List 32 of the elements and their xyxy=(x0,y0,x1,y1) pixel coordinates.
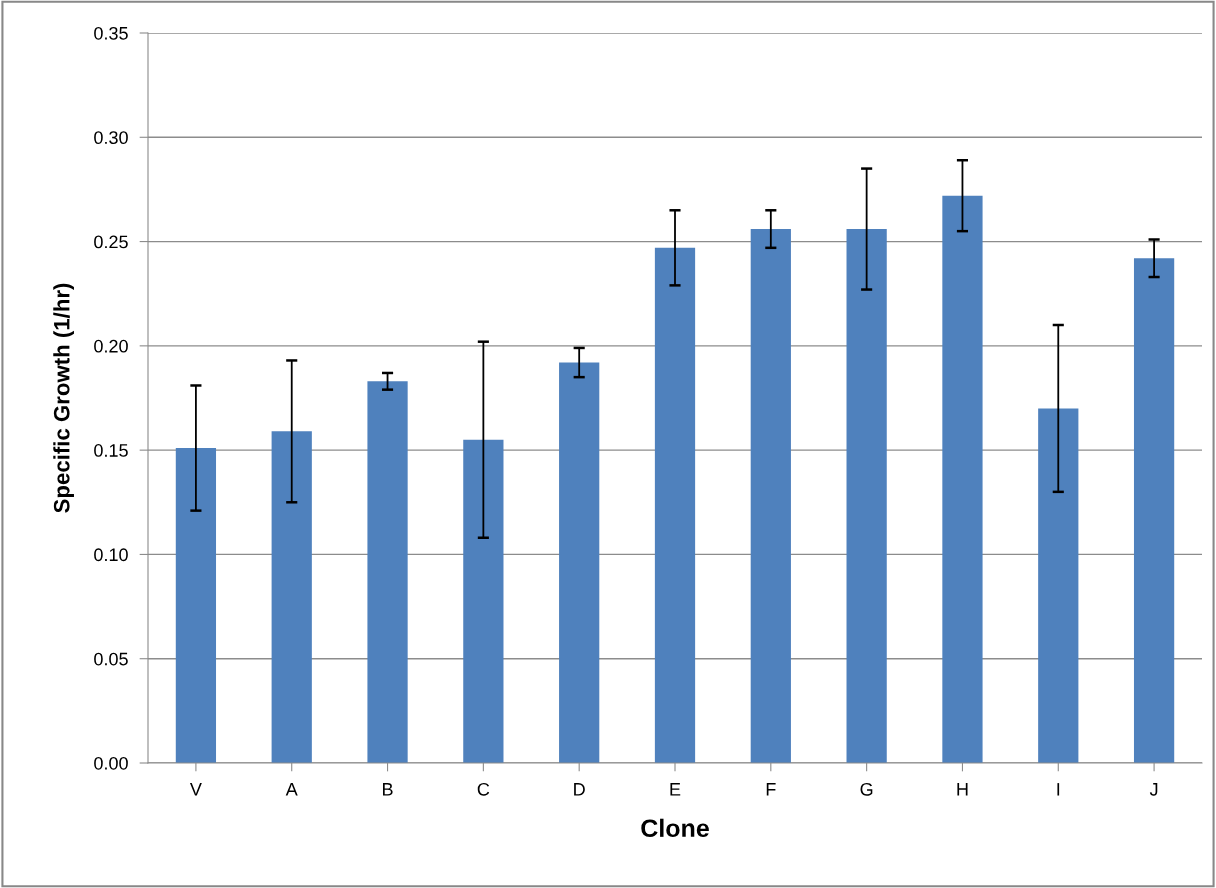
x-tick-label: A xyxy=(285,783,298,796)
y-tick-label: 0.25 xyxy=(94,235,128,249)
bar xyxy=(846,229,887,763)
x-tick-label: V xyxy=(189,783,202,796)
y-tick-label: 0.10 xyxy=(94,548,128,562)
y-tick-label: 0.05 xyxy=(94,652,128,666)
x-tick-label: C xyxy=(477,782,490,796)
bar xyxy=(1038,408,1079,763)
bar xyxy=(463,439,504,763)
bar xyxy=(654,247,696,763)
y-tick-label: 0.35 xyxy=(94,26,128,40)
y-tick-label: 0.15 xyxy=(94,444,128,457)
x-axis-title: Clone xyxy=(641,818,709,838)
bar xyxy=(942,195,983,763)
bar xyxy=(559,362,600,763)
y-tick-label: 0.30 xyxy=(94,131,128,145)
x-tick-label: I xyxy=(1057,783,1060,796)
bar xyxy=(271,431,312,763)
x-tick-label: B xyxy=(383,783,393,796)
bar xyxy=(367,381,408,763)
x-tick-label: H xyxy=(957,783,968,796)
x-tick-label: F xyxy=(766,783,776,796)
y-axis-title: Specific Growth (1/hr) xyxy=(53,283,74,513)
bar xyxy=(175,448,217,763)
bar xyxy=(1133,258,1175,763)
x-tick-label: G xyxy=(860,782,873,796)
bar xyxy=(750,229,791,763)
x-tick-label: D xyxy=(574,783,585,796)
x-tick-label: J xyxy=(1149,783,1158,796)
x-tick-label: E xyxy=(670,783,681,796)
y-tick-label: 0.00 xyxy=(94,756,128,770)
y-tick-label: 0.20 xyxy=(94,339,128,353)
